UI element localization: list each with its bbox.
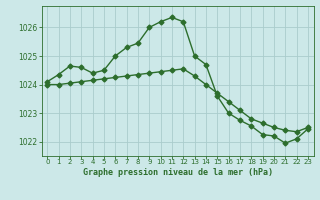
X-axis label: Graphe pression niveau de la mer (hPa): Graphe pression niveau de la mer (hPa) — [83, 168, 273, 177]
